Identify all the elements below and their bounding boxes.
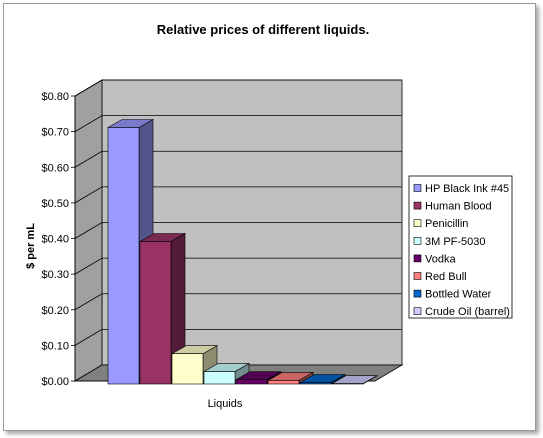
legend-label: Vodka xyxy=(425,253,456,265)
legend-swatch xyxy=(413,289,422,298)
bar-front xyxy=(235,379,268,385)
y-tick-label: $0.00 xyxy=(41,376,69,388)
y-tick-label: $0.40 xyxy=(41,234,69,246)
bar-chart: Relative prices of different liquids. $ … xyxy=(25,22,513,410)
y-tick-label: $0.20 xyxy=(41,305,69,317)
bar-front xyxy=(299,382,332,385)
gridline xyxy=(74,222,402,239)
x-axis-title: Liquids xyxy=(208,398,243,410)
legend: HP Black Ink #45 Human Blood Penicillin 3M … xyxy=(408,175,513,319)
legend-label: Bottled Water xyxy=(425,289,492,301)
y-tick-label: $0.70 xyxy=(41,127,69,139)
legend-label: HP Black Ink #45 xyxy=(425,183,509,195)
gridline xyxy=(74,328,402,346)
legend-swatch xyxy=(413,184,422,192)
legend-label: 3M PF-5030 xyxy=(425,236,486,248)
legend-swatch xyxy=(413,272,422,280)
gridline xyxy=(74,293,402,311)
legend-swatch xyxy=(413,201,422,210)
y-tick-label: $0.60 xyxy=(41,162,69,174)
legend-box xyxy=(408,175,513,319)
bar-front xyxy=(139,241,172,385)
chart-frame: Relative prices of different liquids. $ … xyxy=(3,3,536,431)
legend-label: Red Bull xyxy=(425,271,467,283)
bar-front xyxy=(203,371,236,385)
bars xyxy=(106,118,379,385)
gridline xyxy=(74,79,402,97)
gridline xyxy=(74,186,402,204)
legend-label: Crude Oil (barrel) xyxy=(425,306,510,318)
y-tick-labels: $0.00 $0.10 $0.20 $0.30 $0.40 $0.50 $0.60 $0.70… xyxy=(41,91,69,388)
y-tick-label: $0.10 xyxy=(41,340,69,352)
bar-crude-oil-barrel xyxy=(330,375,379,385)
legend-label: Human Blood xyxy=(425,201,492,213)
chart-title: Relative prices of different liquids. xyxy=(157,22,369,37)
gridline xyxy=(74,257,402,275)
y-axis-title: $ per mL xyxy=(25,223,37,269)
y-tick-label: $0.30 xyxy=(41,269,69,281)
bar-front xyxy=(267,380,300,385)
bar-bottled-water xyxy=(298,374,347,385)
legend-swatch xyxy=(413,237,422,245)
y-tick-label: $0.80 xyxy=(41,91,69,103)
y-tick-label: $0.50 xyxy=(41,198,69,210)
legend-swatch xyxy=(413,219,422,227)
bar-front xyxy=(171,353,204,385)
bar-front xyxy=(107,127,140,385)
legend-label: Penicillin xyxy=(425,218,468,230)
legend-swatch xyxy=(413,307,422,316)
legend-swatch xyxy=(413,254,422,263)
gridline xyxy=(74,115,402,132)
gridline xyxy=(74,150,402,168)
